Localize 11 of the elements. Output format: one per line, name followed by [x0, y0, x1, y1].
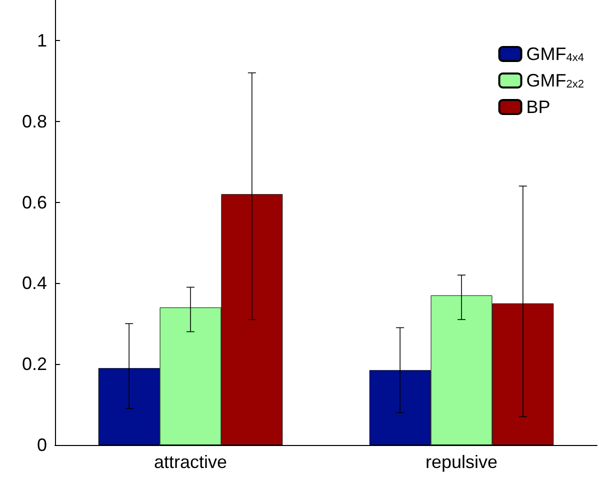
legend-label: GMF2x2 — [526, 70, 584, 90]
legend-label: BP — [526, 97, 550, 117]
y-tick-label: 0 — [36, 435, 47, 455]
y-tick-label: 0.8 — [22, 111, 47, 132]
y-tick-label: 0.4 — [22, 273, 47, 294]
y-tick-label: 0.2 — [22, 354, 47, 374]
legend-label: GMF4x4 — [526, 44, 584, 64]
x-tick-label: repulsive — [425, 452, 498, 472]
y-tick-label: 1 — [36, 30, 47, 50]
x-tick-label: attractive — [154, 452, 228, 472]
y-tick-label: 0.6 — [22, 192, 47, 212]
